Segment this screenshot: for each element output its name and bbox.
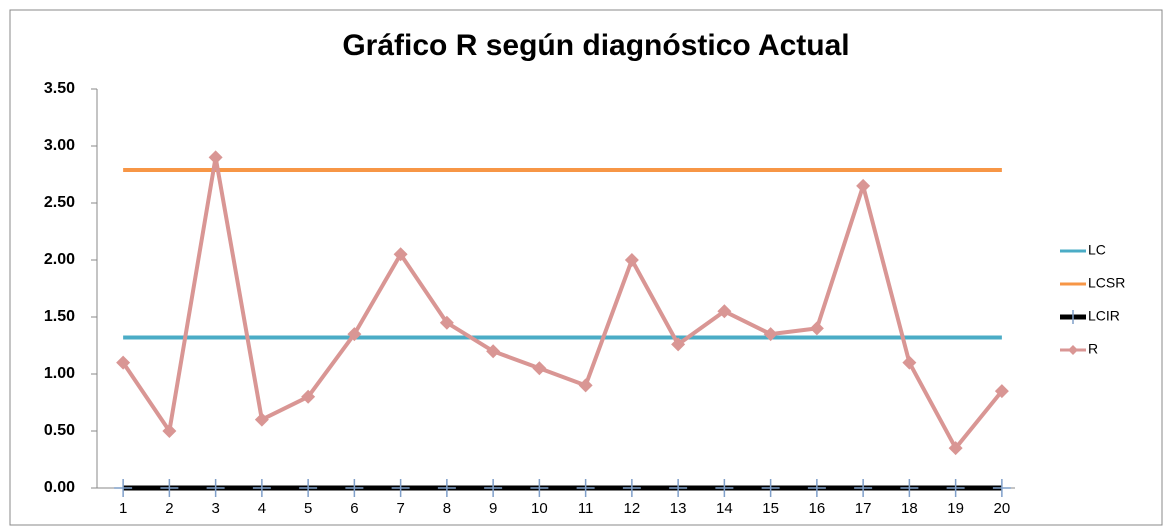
point-marker bbox=[532, 361, 547, 376]
y-tick-label: 2.00 bbox=[44, 251, 75, 268]
point-marker bbox=[578, 378, 593, 393]
point-marker bbox=[994, 384, 1009, 399]
point-marker bbox=[391, 479, 410, 497]
point-marker bbox=[717, 304, 732, 319]
point-marker bbox=[530, 479, 549, 497]
point-marker bbox=[900, 479, 919, 497]
point-marker bbox=[347, 327, 362, 342]
y-tick-label: 0.00 bbox=[44, 479, 75, 496]
x-tick-label: 3 bbox=[211, 500, 219, 517]
point-marker bbox=[809, 321, 824, 336]
x-tick-label: 15 bbox=[762, 500, 779, 517]
point-marker bbox=[715, 479, 734, 497]
y-tick-label: 3.00 bbox=[44, 137, 75, 154]
point-marker bbox=[393, 247, 408, 262]
point-marker bbox=[254, 412, 269, 427]
point-marker bbox=[576, 479, 595, 497]
point-marker bbox=[854, 479, 873, 497]
point-marker bbox=[208, 150, 223, 165]
y-tick-label: 3.50 bbox=[44, 80, 75, 97]
y-tick-label: 1.00 bbox=[44, 365, 75, 382]
legend-label: LCSR bbox=[1088, 275, 1125, 291]
x-tick-label: 16 bbox=[809, 500, 826, 517]
y-tick-label: 0.50 bbox=[44, 422, 75, 439]
point-marker bbox=[301, 389, 316, 404]
point-marker bbox=[439, 315, 454, 330]
point-marker bbox=[622, 479, 641, 497]
point-marker bbox=[484, 479, 503, 497]
point-marker bbox=[946, 479, 965, 497]
x-tick-label: 2 bbox=[165, 500, 173, 517]
x-tick-label: 13 bbox=[670, 500, 687, 517]
x-tick-label: 20 bbox=[994, 500, 1011, 517]
point-marker bbox=[763, 327, 778, 342]
point-marker bbox=[162, 424, 177, 438]
point-marker bbox=[807, 479, 826, 497]
x-tick-label: 17 bbox=[855, 500, 872, 517]
x-tick-label: 10 bbox=[531, 500, 548, 517]
x-tick-label: 11 bbox=[578, 500, 594, 517]
x-tick-label: 5 bbox=[304, 500, 312, 517]
point-marker bbox=[345, 479, 364, 497]
x-tick-label: 18 bbox=[901, 500, 918, 517]
point-marker bbox=[669, 479, 688, 497]
point-marker bbox=[252, 479, 271, 497]
x-tick-label: 19 bbox=[947, 500, 964, 517]
point-marker bbox=[114, 479, 133, 497]
chart-title: Gráfico R según diagnóstico Actual bbox=[342, 29, 849, 62]
y-tick-label: 1.50 bbox=[44, 308, 75, 325]
x-tick-label: 4 bbox=[258, 500, 266, 517]
point-marker bbox=[948, 441, 963, 456]
point-marker bbox=[299, 479, 318, 497]
x-tick-label: 14 bbox=[716, 500, 733, 517]
legend-label: LCIR bbox=[1088, 308, 1120, 324]
x-tick-label: 1 bbox=[119, 500, 127, 517]
series-line bbox=[121, 155, 1004, 451]
legend-label: R bbox=[1088, 341, 1098, 357]
point-marker bbox=[671, 337, 686, 352]
chart-border bbox=[9, 9, 1163, 526]
point-marker bbox=[486, 344, 501, 359]
point-marker bbox=[856, 178, 871, 193]
point-marker bbox=[116, 355, 131, 370]
x-tick-label: 8 bbox=[443, 500, 451, 517]
x-tick-label: 7 bbox=[396, 500, 404, 517]
x-tick-label: 6 bbox=[350, 500, 358, 517]
point-marker bbox=[206, 479, 225, 497]
point-marker bbox=[624, 253, 639, 267]
point-marker bbox=[761, 479, 780, 497]
x-tick-label: 12 bbox=[624, 500, 641, 517]
point-marker bbox=[437, 479, 456, 497]
point-marker bbox=[992, 479, 1011, 497]
legend-label: LC bbox=[1088, 242, 1106, 258]
point-marker bbox=[160, 479, 179, 497]
x-tick-label: 9 bbox=[489, 500, 497, 517]
point-marker bbox=[902, 355, 917, 370]
legend-marker bbox=[1068, 345, 1078, 355]
y-tick-label: 2.50 bbox=[44, 194, 75, 211]
